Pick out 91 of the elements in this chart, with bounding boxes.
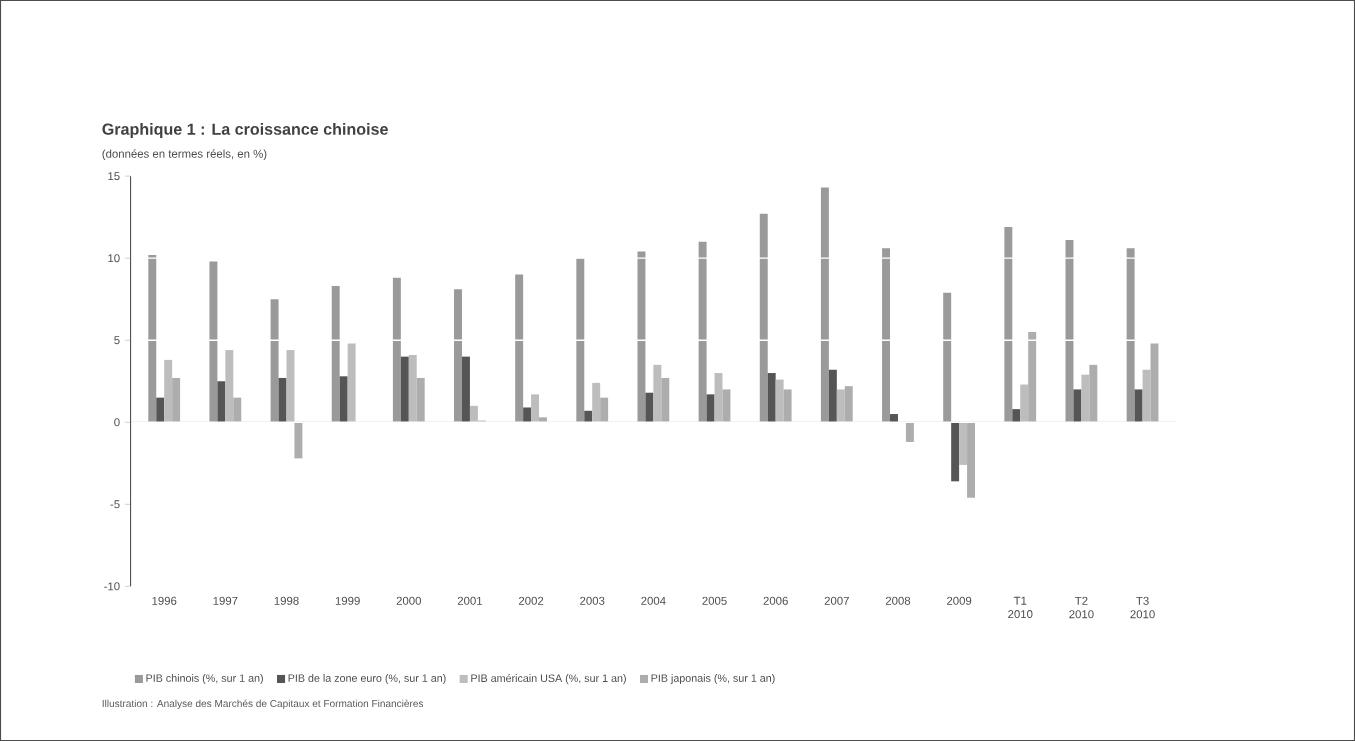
bar bbox=[1004, 226, 1013, 423]
bar bbox=[1134, 389, 1143, 423]
y-tick-label: 15 bbox=[108, 172, 120, 181]
x-tick-label: 2001 bbox=[457, 596, 483, 605]
legend-label: PIB japonais (%, sur 1 an) bbox=[651, 674, 775, 685]
chart-title: Graphique 1 : La croissance chinoise bbox=[102, 123, 388, 139]
bar bbox=[698, 241, 707, 423]
bar bbox=[882, 248, 891, 423]
x-tick-label: 1996 bbox=[152, 596, 177, 605]
y-tick-label: -10 bbox=[104, 582, 120, 591]
y-tick-label: 0 bbox=[114, 418, 120, 427]
y-tick-label: 10 bbox=[108, 254, 120, 263]
x-tick-label: 1998 bbox=[274, 596, 299, 605]
bar bbox=[331, 286, 340, 423]
bar bbox=[967, 422, 976, 498]
bar bbox=[767, 373, 776, 423]
bar bbox=[339, 376, 348, 423]
bar bbox=[653, 364, 662, 423]
bar bbox=[1073, 389, 1082, 423]
bar bbox=[164, 359, 173, 423]
bar bbox=[645, 392, 654, 423]
bar bbox=[400, 356, 409, 423]
bar bbox=[836, 389, 845, 423]
bar bbox=[392, 277, 401, 423]
bar bbox=[1020, 384, 1029, 423]
bar bbox=[637, 251, 646, 423]
bar bbox=[469, 405, 478, 423]
bar bbox=[592, 382, 601, 423]
bar bbox=[416, 377, 425, 423]
chart-subtitle: (données en termes réels, en %) bbox=[102, 149, 267, 161]
bar bbox=[959, 422, 968, 465]
bar bbox=[217, 381, 226, 423]
bar bbox=[233, 397, 242, 423]
bar bbox=[539, 417, 547, 423]
bar bbox=[1028, 331, 1037, 423]
bar bbox=[905, 422, 914, 442]
bar bbox=[576, 258, 585, 423]
x-tick-label: T3 2010 bbox=[1130, 596, 1155, 619]
y-tick-label: 5 bbox=[114, 336, 120, 345]
bar bbox=[706, 394, 715, 423]
bar bbox=[820, 187, 829, 423]
x-tick-label: 1999 bbox=[335, 596, 360, 605]
bar bbox=[461, 356, 470, 423]
bar bbox=[783, 389, 792, 423]
y-tick-label: -5 bbox=[110, 500, 120, 509]
x-tick-label: 2008 bbox=[885, 596, 911, 605]
bar bbox=[515, 274, 524, 423]
bar bbox=[951, 422, 960, 482]
text: Illustration : Analyse des Marchés de Capitaux et Formation Financières bbox=[102, 699, 424, 710]
x-tick-label: 2002 bbox=[518, 596, 544, 605]
x-tick-label: 2003 bbox=[580, 596, 605, 605]
x-tick-label: T1 2010 bbox=[1008, 596, 1033, 619]
bar bbox=[584, 410, 593, 423]
bar bbox=[1142, 369, 1151, 423]
x-tick-label: 2005 bbox=[702, 596, 727, 605]
bar bbox=[661, 377, 670, 423]
bar bbox=[148, 254, 157, 423]
bar bbox=[600, 397, 609, 423]
x-tick-label: 2006 bbox=[763, 596, 788, 605]
legend-label: PIB américain USA (%, sur 1 an) bbox=[471, 673, 626, 685]
bar bbox=[408, 354, 417, 423]
bar bbox=[943, 292, 952, 423]
bar bbox=[890, 414, 898, 423]
bar bbox=[454, 289, 462, 423]
bar bbox=[759, 213, 768, 423]
x-tick-label: 2004 bbox=[641, 596, 666, 605]
bar bbox=[1081, 374, 1090, 423]
bar bbox=[172, 377, 181, 423]
bar bbox=[844, 386, 853, 423]
bar bbox=[531, 394, 540, 423]
bar bbox=[775, 379, 784, 423]
bar bbox=[294, 422, 303, 459]
bar bbox=[828, 369, 837, 423]
bar bbox=[1012, 409, 1021, 423]
bar bbox=[523, 407, 532, 423]
legend-label: PIB de la zone euro (%, sur 1 an) bbox=[288, 674, 446, 685]
bar bbox=[156, 397, 165, 423]
bar bbox=[209, 261, 218, 423]
bar bbox=[1126, 248, 1135, 423]
x-tick-label: 2000 bbox=[396, 596, 422, 605]
bar bbox=[270, 299, 279, 423]
bar bbox=[286, 350, 295, 423]
x-tick-label: T2 2010 bbox=[1069, 596, 1094, 619]
bar bbox=[722, 389, 731, 423]
x-tick-label: 2007 bbox=[824, 596, 849, 605]
x-tick-label: 1997 bbox=[213, 596, 238, 605]
x-tick-label: 2009 bbox=[947, 596, 972, 605]
legend-label: PIB chinois (%, sur 1 an) bbox=[146, 674, 263, 685]
bar bbox=[225, 350, 234, 423]
bar bbox=[1089, 364, 1098, 423]
bar bbox=[347, 343, 356, 423]
